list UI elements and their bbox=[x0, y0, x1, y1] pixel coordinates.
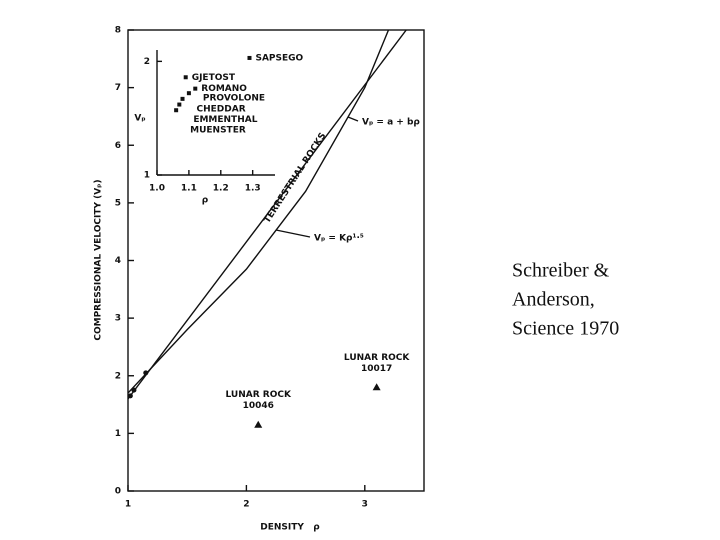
y-axis-label: COMPRESSIONAL VELOCITY (Vₚ) bbox=[94, 179, 104, 340]
y-tick-label: 0 bbox=[115, 487, 121, 497]
plot-frame bbox=[127, 29, 425, 492]
point-label: LUNAR ROCK bbox=[344, 353, 410, 363]
point-label: LUNAR ROCK bbox=[226, 390, 292, 400]
point bbox=[127, 393, 133, 399]
annotation: TERRESTRIAL ROCKS bbox=[262, 131, 328, 225]
point bbox=[131, 387, 137, 393]
point bbox=[193, 86, 198, 91]
y-tick-label: 8 bbox=[115, 26, 121, 36]
curve bbox=[128, 30, 407, 400]
series-label: Vₚ = Kρ¹·⁵ bbox=[314, 234, 364, 244]
point-label: EMMENTHAL bbox=[193, 115, 257, 125]
leader bbox=[275, 229, 311, 238]
point-label: GJETOST bbox=[192, 73, 236, 83]
point bbox=[372, 383, 381, 391]
x-tick-label: 1.3 bbox=[245, 184, 261, 194]
x-tick-label: 2 bbox=[243, 500, 249, 510]
point-label: ROMANO bbox=[201, 84, 247, 94]
y-tick-label: 2 bbox=[144, 57, 150, 67]
point-label: PROVOLONE bbox=[203, 94, 265, 104]
point bbox=[247, 55, 252, 60]
x-axis-label: DENSITY ρ bbox=[260, 523, 320, 533]
caption: Schreiber & bbox=[512, 260, 610, 282]
y-tick-label: 1 bbox=[115, 429, 121, 439]
point-label: SAPSEGO bbox=[255, 53, 303, 63]
y-tick-label: 4 bbox=[115, 256, 121, 266]
point bbox=[183, 75, 188, 80]
series-label: Vₚ = a + bρ bbox=[362, 118, 420, 128]
leader bbox=[347, 116, 359, 122]
x-tick-label: 1.1 bbox=[181, 184, 197, 194]
point-label: 10046 bbox=[243, 401, 274, 411]
point-label: 10017 bbox=[361, 364, 392, 374]
y-tick-label: 6 bbox=[115, 141, 121, 151]
point-label: CHEDDAR bbox=[197, 104, 246, 114]
point-label: MUENSTER bbox=[190, 126, 246, 136]
x-tick-label: 1 bbox=[125, 500, 131, 510]
x-tick-label: 1.0 bbox=[149, 184, 165, 194]
x-tick-label: 1.2 bbox=[213, 184, 229, 194]
point bbox=[186, 91, 191, 96]
y-tick-label: 5 bbox=[115, 198, 121, 208]
inset-y-label: Vₚ bbox=[134, 114, 145, 124]
point bbox=[254, 420, 263, 428]
y-tick-label: 3 bbox=[115, 314, 121, 324]
point bbox=[174, 108, 179, 113]
caption: Anderson, bbox=[512, 289, 595, 311]
point bbox=[177, 102, 182, 107]
y-tick-label: 7 bbox=[115, 83, 121, 93]
point bbox=[143, 370, 149, 376]
x-tick-label: 3 bbox=[362, 500, 368, 510]
curve bbox=[128, 30, 390, 394]
caption: Science 1970 bbox=[512, 318, 619, 340]
inset-x-label: ρ bbox=[202, 196, 209, 206]
y-tick-label: 2 bbox=[115, 371, 121, 381]
point bbox=[180, 96, 185, 101]
y-tick-label: 1 bbox=[144, 171, 150, 181]
